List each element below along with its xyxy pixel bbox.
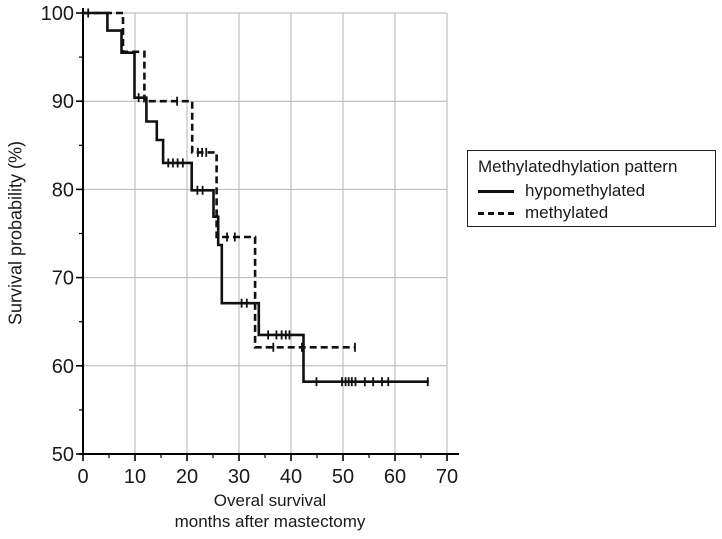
y-tick-label: 80	[52, 179, 74, 201]
legend-item-hypomethylated: hypomethylated	[478, 180, 705, 202]
x-axis-title-line1: Overal survival	[213, 491, 327, 510]
survival-curve-methylated	[83, 11, 355, 349]
x-axis-title: Overal survival months after mastectomy	[83, 490, 457, 532]
legend-title: Methylatedhylation pattern	[478, 157, 678, 176]
solid-line-sample	[478, 189, 514, 193]
legend-label-hypomethylated: hypomethylated	[525, 181, 646, 200]
x-tick-label: 40	[280, 466, 302, 488]
dashed-line-sample	[478, 211, 514, 215]
y-tick-label: 100	[41, 3, 74, 25]
y-axis-title: Survival probability (%)	[5, 140, 26, 326]
y-tick-label: 60	[52, 356, 74, 378]
legend-item-methylated: methylated	[478, 202, 705, 224]
x-tick-label: 30	[228, 466, 250, 488]
x-tick-label: 60	[384, 466, 406, 488]
y-tick-label: 50	[52, 444, 74, 466]
x-tick-label: 50	[332, 466, 354, 488]
x-tick-label: 0	[77, 466, 88, 488]
legend: Methylatedhylation pattern hypomethylate…	[467, 150, 716, 227]
y-tick-label: 90	[52, 91, 74, 113]
x-tick-label: 70	[436, 466, 458, 488]
x-tick-label: 20	[176, 466, 198, 488]
x-axis-title-line2: months after mastectomy	[174, 512, 366, 531]
legend-label-methylated: methylated	[525, 203, 609, 222]
y-tick-label: 70	[52, 268, 74, 290]
x-tick-label: 10	[124, 466, 146, 488]
